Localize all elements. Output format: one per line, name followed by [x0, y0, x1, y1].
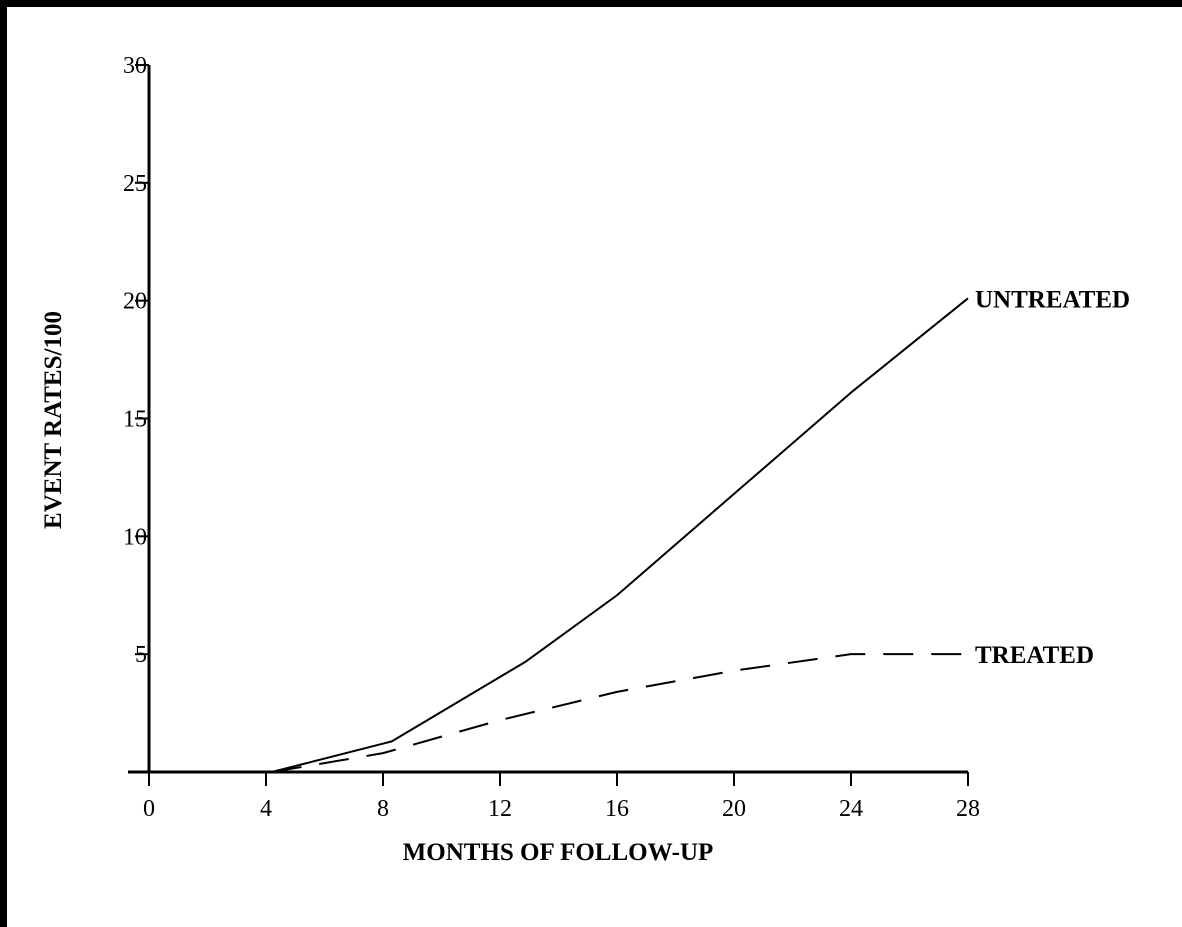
x-tick-label: 16: [605, 796, 629, 822]
x-tick-label: 24: [839, 796, 863, 822]
axes: [128, 65, 968, 774]
x-tick-label: 4: [260, 796, 272, 822]
series-lines: [271, 297, 969, 773]
x-tick-label: 8: [377, 796, 389, 822]
y-tick-label: 10: [123, 524, 147, 550]
x-axis-title: MONTHS OF FOLLOW-UP: [403, 839, 714, 866]
x-tick-label: 20: [722, 796, 746, 822]
y-axis-title: EVENT RATES/100: [40, 311, 67, 529]
x-tick-label: 0: [143, 796, 155, 822]
y-tick-label: 15: [123, 407, 147, 433]
x-tick-label: 12: [488, 796, 512, 822]
y-tick-label: 25: [123, 171, 147, 197]
series-label-treated: TREATED: [975, 642, 1094, 669]
series-label-untreated: UNTREATED: [975, 286, 1130, 313]
series-line-treated: [271, 653, 968, 773]
y-tick-label: 5: [135, 642, 147, 668]
x-tick-label: 28: [956, 796, 980, 822]
ticks: 0 4 8 12 16 20 24 28 5 10 15 20 25 30: [123, 53, 980, 822]
y-tick-label: 30: [123, 53, 147, 79]
series-line-untreated: [271, 297, 969, 773]
series-labels: UNTREATED TREATED: [975, 286, 1130, 669]
y-tick-label: 20: [123, 289, 147, 315]
